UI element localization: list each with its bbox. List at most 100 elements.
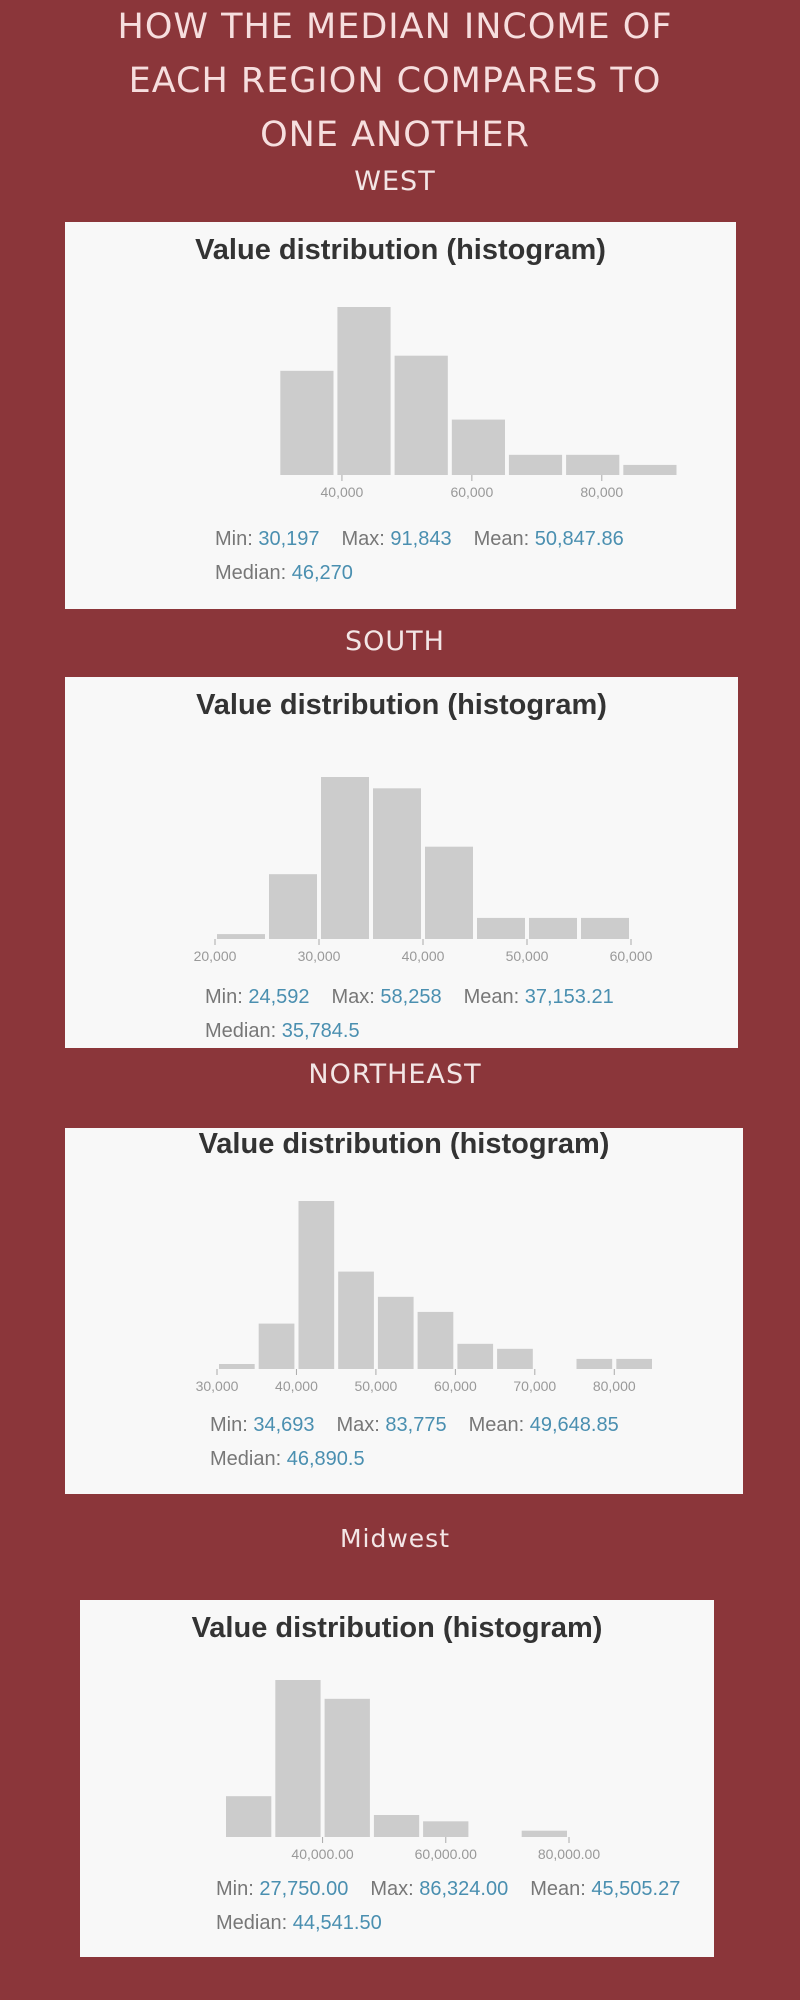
histogram-bar: [529, 917, 577, 939]
x-tick-label: 40,000: [321, 484, 364, 500]
stat-mean-value: 49,648.85: [529, 1414, 619, 1436]
stat-min-value: 27,750.00: [259, 1878, 349, 1900]
histogram-midwest: 40,000.00 60,000.00 80,000.00: [226, 1680, 600, 1862]
stat-min-label: Min:: [205, 986, 249, 1008]
stat-median-value: 44,541.50: [292, 1912, 382, 1934]
histogram-bar: [477, 917, 525, 939]
histogram-bar: [321, 777, 369, 939]
x-tick-label: 60,000.00: [415, 1846, 477, 1862]
histogram-bar: [521, 1830, 567, 1837]
stat-min: Min: 27,750.00: [216, 1878, 348, 1900]
histogram-bar: [337, 307, 391, 475]
summary-stats-south: Min: 24,592 Max: 58,258 Mean: 37,153.21 Med…: [205, 980, 636, 1048]
x-tick-label: 20,000: [194, 948, 237, 964]
stat-min: Min: 24,592: [205, 986, 310, 1008]
stat-mean-value: 45,505.27: [591, 1878, 681, 1900]
stat-median: Median: 46,890.5: [210, 1448, 365, 1470]
x-tick-label: 80,000.00: [538, 1846, 600, 1862]
stat-mean: Mean: 49,648.85: [469, 1414, 619, 1436]
x-tick-label: 80,000: [593, 1378, 636, 1394]
x-tick-label: 40,000: [275, 1378, 318, 1394]
histogram-bar: [566, 454, 620, 475]
stat-median: Median: 35,784.5: [205, 1020, 360, 1042]
histogram-bar: [269, 874, 317, 939]
chart-title-midwest: Value distribution (histogram): [191, 1612, 603, 1644]
stat-median-value: 46,890.5: [286, 1448, 365, 1470]
histogram-bar: [373, 788, 421, 939]
stat-max: Max: 91,843: [342, 528, 452, 550]
histogram-card-midwest: Value distribution (histogram) 40,000.00 6…: [80, 1600, 714, 1957]
chart-title-northeast: Value distribution (histogram): [198, 1128, 610, 1160]
stat-max-value: 58,258: [380, 986, 442, 1008]
summary-stats-northeast: Min: 34,693 Max: 83,775 Mean: 49,648.85 Med…: [210, 1408, 641, 1476]
histogram-bar: [324, 1698, 370, 1837]
histogram-south: 20,000 30,000 40,000 50,000 60,000: [194, 777, 653, 964]
x-tick-label: 60,000: [450, 484, 493, 500]
histogram-northeast: 30,000 40,000 50,000 60,000 70,000 80,000: [196, 1201, 652, 1394]
histogram-bar: [275, 1680, 321, 1837]
x-tick-label: 50,000: [354, 1378, 397, 1394]
stat-mean-label: Mean:: [468, 1414, 530, 1436]
stat-max-value: 86,324.00: [419, 1878, 509, 1900]
page-title-line-1: HOW THE MEDIAN INCOME OF: [117, 7, 673, 47]
histogram-bar: [338, 1271, 374, 1369]
stat-min-label: Min:: [216, 1878, 260, 1900]
page-title-line-2: EACH REGION COMPARES TO: [128, 61, 662, 101]
stat-median-label: Median:: [216, 1912, 293, 1934]
stat-median-value: 35,784.5: [281, 1020, 360, 1042]
stat-min: Min: 34,693: [210, 1414, 315, 1436]
histogram-card-northeast: Value distribution (histogram) 30,000 40,0…: [65, 1128, 743, 1494]
region-label-northeast: NORTHEAST: [308, 1059, 482, 1090]
chart-title-west: Value distribution (histogram): [195, 234, 606, 266]
histogram-bar: [623, 464, 677, 475]
histogram-bar: [373, 1815, 420, 1837]
x-tick-label: 60,000: [434, 1378, 477, 1394]
histogram-bar: [581, 917, 629, 939]
x-tick-label: 40,000.00: [291, 1846, 353, 1862]
x-tick-label: 80,000: [580, 484, 623, 500]
stat-mean-label: Mean:: [530, 1878, 592, 1900]
stat-min: Min: 30,197: [215, 528, 320, 550]
stat-min-label: Min:: [215, 528, 259, 550]
histogram-bar: [217, 934, 265, 939]
stat-mean-value: 37,153.21: [524, 986, 614, 1008]
stat-max-label: Max:: [370, 1878, 420, 1900]
region-label-midwest: Midwest: [339, 1524, 451, 1553]
histogram-bar: [457, 1343, 494, 1369]
histogram-bar: [226, 1796, 272, 1837]
histogram-bar: [377, 1296, 414, 1369]
stat-min-value: 24,592: [248, 986, 310, 1008]
stat-median: Median: 44,541.50: [216, 1912, 382, 1934]
histogram-bar: [394, 355, 448, 475]
stat-max: Max: 83,775: [337, 1414, 447, 1436]
stat-max-value: 91,843: [390, 528, 452, 550]
histogram-bar: [298, 1201, 335, 1369]
stat-max: Max: 58,258: [332, 986, 442, 1008]
summary-stats-midwest: Min: 27,750.00 Max: 86,324.00 Mean: 45,505…: [216, 1872, 702, 1940]
stat-max-value: 83,775: [385, 1414, 447, 1436]
histogram-bar: [417, 1311, 454, 1369]
stat-max: Max: 86,324.00: [370, 1878, 508, 1900]
x-tick-label: 30,000: [298, 948, 341, 964]
histogram-bar: [425, 846, 473, 939]
page-title: HOW THE MEDIAN INCOME OF EACH REGION COM…: [0, 0, 790, 162]
page-title-line-3: ONE ANOTHER: [260, 115, 530, 155]
histogram-bar: [508, 454, 563, 475]
chart-title-south: Value distribution (histogram): [196, 689, 607, 721]
histogram-bar: [258, 1323, 295, 1369]
stat-min-value: 30,197: [258, 528, 320, 550]
histogram-bar: [451, 419, 505, 475]
histogram-bar: [280, 370, 334, 475]
x-tick-label: 30,000: [196, 1378, 239, 1394]
stat-mean: Mean: 50,847.86: [474, 528, 624, 550]
histogram-card-south: Value distribution (histogram) 20,000 30,0…: [65, 677, 738, 1048]
histogram-bar: [576, 1358, 613, 1369]
stat-mean: Mean: 45,505.27: [530, 1878, 680, 1900]
stat-mean-label: Mean:: [463, 986, 525, 1008]
stat-median-label: Median:: [215, 562, 292, 584]
x-tick-label: 50,000: [506, 948, 549, 964]
stat-median-value: 46,270: [291, 562, 353, 584]
histogram-bar: [616, 1358, 652, 1369]
region-label-south: SOUTH: [345, 626, 445, 657]
stat-max-label: Max:: [336, 1414, 386, 1436]
